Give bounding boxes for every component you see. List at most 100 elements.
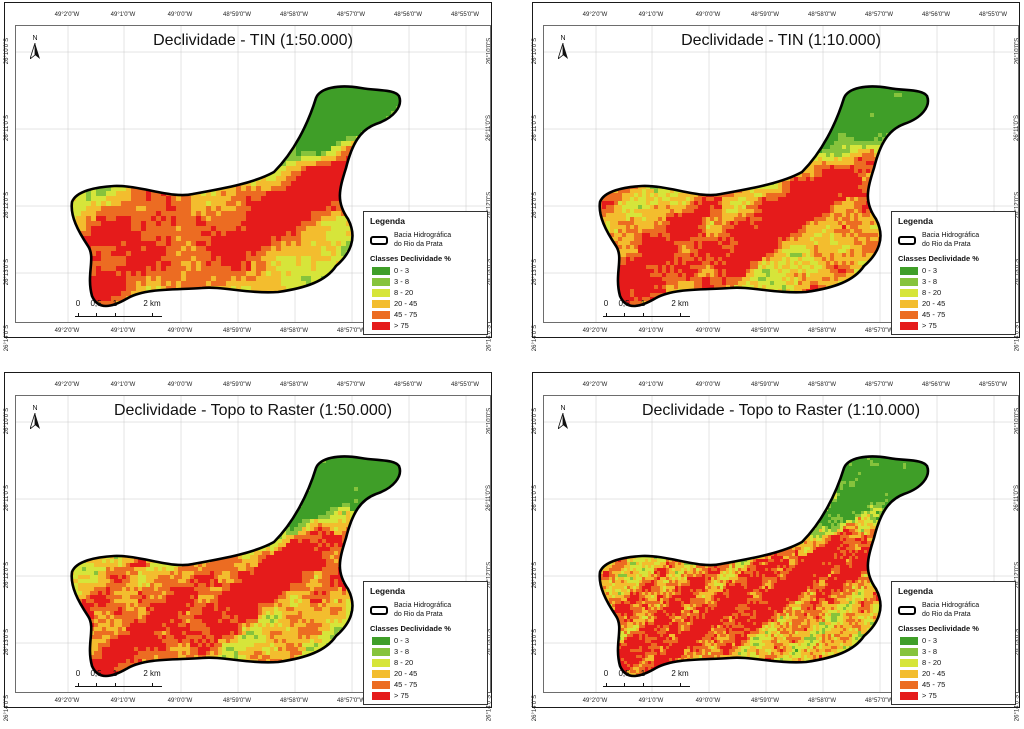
legend-class-item: 45 - 75 <box>900 310 1010 320</box>
legend-swatch <box>900 637 918 645</box>
north-arrow: N <box>556 35 570 59</box>
latitude-tick-label-left: 26°12'0"S <box>4 562 10 588</box>
legend-class-label: 45 - 75 <box>922 310 945 320</box>
scale-bar: 0 0,5 1 2 km <box>75 669 185 691</box>
north-arrow-icon <box>30 43 40 59</box>
legend-swatch <box>372 311 390 319</box>
longitude-tick-label-top: 48°55'0"W <box>979 12 1007 18</box>
map-frame: Declividade - Topo to Raster (1:50.000) N <box>15 395 491 693</box>
longitude-tick-label-bottom: 48°59'0"W <box>223 328 251 334</box>
legend-classes-title: Classes Declividade % <box>370 254 451 263</box>
legend-swatch <box>372 300 390 308</box>
scale-label: 0 <box>76 669 80 678</box>
legend-swatch <box>900 289 918 297</box>
latitude-tick-label-left: 26°11'0"S <box>4 485 10 511</box>
legend-basin-entry: Bacia Hidrográfica do Rio da Prata <box>370 600 485 622</box>
longitude-tick-label-top: 48°58'0"W <box>280 12 308 18</box>
longitude-tick-label-bottom: 48°58'0"W <box>280 328 308 334</box>
latitude-tick-label-left: 26°13'0"S <box>532 259 538 285</box>
north-arrow-icon <box>30 413 40 429</box>
legend-class-label: 3 - 8 <box>922 647 937 657</box>
legend-swatch <box>372 267 390 275</box>
legend-swatch <box>900 692 918 700</box>
north-arrow-icon <box>558 43 568 59</box>
legend-class-item: 20 - 45 <box>372 669 482 679</box>
legend-class-label: 45 - 75 <box>922 680 945 690</box>
scale-label: 0,5 <box>618 299 629 308</box>
latitude-tick-label-left: 26°11'0"S <box>4 115 10 141</box>
basin-boundary <box>70 455 402 678</box>
slope-map <box>544 26 1018 322</box>
scale-label: 0,5 <box>90 299 101 308</box>
legend-swatch <box>372 692 390 700</box>
legend-basin-entry: Bacia Hidrográfica do Rio da Prata <box>370 230 485 252</box>
legend-swatch <box>372 637 390 645</box>
legend-swatch <box>900 278 918 286</box>
latitude-tick-label-left: 26°10'0"S <box>4 408 10 434</box>
scale-label: 0 <box>76 299 80 308</box>
map-panel: 49°2'0"W 49°1'0"W 49°0'0"W 48°59'0"W 48°58'0… <box>4 372 492 721</box>
slope-raster <box>599 456 928 676</box>
longitude-tick-label-bottom: 49°0'0"W <box>168 698 193 704</box>
legend-basin-label: Bacia Hidrográfica do Rio da Prata <box>394 601 451 619</box>
legend-swatch <box>900 267 918 275</box>
slope-map <box>544 396 1018 692</box>
legend-class-item: 0 - 3 <box>900 266 1010 276</box>
north-label: N <box>556 405 570 412</box>
latitude-tick-label-left: 26°12'0"S <box>532 192 538 218</box>
longitude-tick-label-top: 48°57'0"W <box>337 12 365 18</box>
legend-swatch <box>372 278 390 286</box>
longitude-tick-label-top: 49°0'0"W <box>696 382 721 388</box>
scale-label: 2 km <box>143 669 160 678</box>
legend-class-label: 0 - 3 <box>922 636 937 646</box>
legend-class-item: 0 - 3 <box>372 636 482 646</box>
legend-class-item: 3 - 8 <box>372 647 482 657</box>
longitude-tick-label-top: 49°0'0"W <box>168 382 193 388</box>
longitude-tick-label-top: 49°1'0"W <box>639 12 664 18</box>
legend-class-label: 45 - 75 <box>394 310 417 320</box>
legend-class-label: 20 - 45 <box>922 299 945 309</box>
scale-bar: 0 0,5 1 2 km <box>75 299 185 321</box>
legend-class-label: 8 - 20 <box>922 658 941 668</box>
legend-swatch <box>900 681 918 689</box>
longitude-tick-label-top: 48°59'0"W <box>751 12 779 18</box>
north-label: N <box>28 35 42 42</box>
latitude-tick-label-left: 26°12'0"S <box>4 192 10 218</box>
legend-class-label: 3 - 8 <box>922 277 937 287</box>
longitude-tick-label-top: 49°2'0"W <box>55 382 80 388</box>
longitude-tick-label-bottom: 49°2'0"W <box>55 328 80 334</box>
scale-label: 0,5 <box>90 669 101 678</box>
legend-title: Legenda <box>370 216 405 226</box>
scale-label: 2 km <box>671 299 688 308</box>
legend-swatch <box>900 670 918 678</box>
legend-class-item: 0 - 3 <box>900 636 1010 646</box>
legend-class-item: 45 - 75 <box>372 310 482 320</box>
legend-class-label: 0 - 3 <box>922 266 937 276</box>
longitude-tick-label-top: 49°2'0"W <box>55 12 80 18</box>
legend-swatch <box>900 311 918 319</box>
longitude-tick-label-bottom: 48°57'0"W <box>865 328 893 334</box>
latitude-tick-label-left: 26°10'0"S <box>532 408 538 434</box>
longitude-tick-label-bottom: 48°59'0"W <box>751 698 779 704</box>
legend-class-item: 8 - 20 <box>372 658 482 668</box>
longitude-tick-label-bottom: 49°1'0"W <box>639 328 664 334</box>
legend-class-item: > 75 <box>900 321 1010 331</box>
legend-class-label: 3 - 8 <box>394 647 409 657</box>
latitude-tick-label-left: 26°14'0"S <box>532 695 538 721</box>
longitude-tick-label-top: 49°1'0"W <box>111 12 136 18</box>
scale-line <box>603 682 690 687</box>
legend-class-item: 8 - 20 <box>900 658 1010 668</box>
latitude-tick-label-left: 26°12'0"S <box>532 562 538 588</box>
basin-boundary <box>598 85 930 308</box>
legend: Legenda Bacia Hidrográfica do Rio da Prata… <box>363 581 488 705</box>
legend-class-item: 3 - 8 <box>372 277 482 287</box>
longitude-tick-label-top: 48°57'0"W <box>865 12 893 18</box>
longitude-tick-label-top: 49°2'0"W <box>583 12 608 18</box>
longitude-tick-label-bottom: 48°57'0"W <box>337 698 365 704</box>
longitude-tick-label-bottom: 48°58'0"W <box>808 328 836 334</box>
scale-label: 1 <box>641 299 645 308</box>
map-panel: 49°2'0"W 49°1'0"W 49°0'0"W 48°59'0"W 48°58'0… <box>532 2 1020 351</box>
longitude-tick-label-bottom: 48°58'0"W <box>280 698 308 704</box>
longitude-tick-label-top: 48°57'0"W <box>337 382 365 388</box>
slope-map <box>16 396 490 692</box>
